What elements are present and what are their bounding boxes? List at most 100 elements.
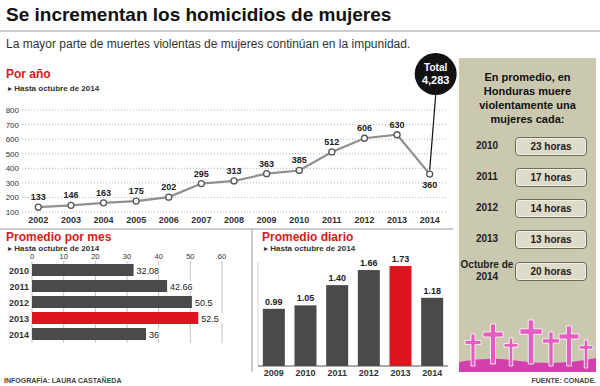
crosses-illustration [459,312,596,372]
data-label: 133 [31,192,46,202]
label-background [147,329,161,339]
data-label: 50.5 [195,298,213,308]
y-tick-label: 2011 [9,282,29,292]
x-tick-label: 20 [91,252,99,261]
x-tick-label: 2013 [387,215,407,225]
data-point [68,202,74,208]
cross [579,340,593,368]
chart-subtitle: ▸ Hasta octubre de 2014 [264,244,356,253]
data-label: 1.40 [328,273,346,283]
data-label: 163 [96,188,111,198]
data-point [231,178,237,184]
grid-line [22,212,446,213]
y-tick-label: 300 [6,179,20,188]
x-tick-label: 2004 [94,215,114,225]
x-tick-label: 2011 [327,368,347,378]
y-tick-label: 100 [6,208,20,217]
x-tick-label: 30 [123,252,131,261]
cross [520,320,542,364]
label-background [193,297,218,307]
data-label: 295 [194,169,209,179]
bar-plot [32,264,198,340]
data-label: 360 [422,180,437,190]
data-label: 32.08 [137,266,160,276]
data-label: 630 [390,120,405,130]
data-point [361,135,367,141]
panel-row: 201313 horas [459,228,596,250]
data-point [394,132,400,138]
grid-line [22,110,446,111]
annotation-badge [415,53,457,95]
x-tick-label: 2008 [224,215,244,225]
cross [483,324,503,364]
y-tick-label: 2012 [9,298,29,308]
data-label: 202 [161,182,176,192]
x-tick-label: 2003 [61,215,81,225]
ground [459,358,596,372]
data-point [133,198,139,204]
data-label: 42.66 [170,282,193,292]
panel-row: Octubre de 201420 horas [459,259,596,283]
x-tick-label: 2006 [159,215,179,225]
y-tick-label: 200 [6,193,20,202]
y-axis-line [258,262,259,366]
side-panel: En promedio, en Honduras muere violentam… [459,58,596,372]
row-label: 2011 [459,171,515,183]
grid-line [222,261,223,343]
x-tick-label: 2014 [420,215,440,225]
title-rule [0,31,600,32]
data-label: 175 [129,186,144,196]
bar [295,305,317,366]
label-background [199,313,224,323]
data-label: 1.73 [392,254,410,264]
x-tick-label: 2007 [191,215,211,225]
y-tick-label: 400 [6,164,20,173]
cross [465,334,481,366]
row-value: 23 horas [515,137,587,156]
baseline [258,366,448,367]
data-label: 512 [324,137,339,147]
bar-plot [263,266,443,366]
row-label: Octubre de 2014 [459,259,515,283]
label-background [135,265,165,275]
page: {"header": {"title": "Se incrementan los… [0,0,600,386]
y-tick-label: 500 [6,150,20,159]
x-tick-label: 2010 [295,368,315,378]
x-tick-label: 10 [59,252,67,261]
x-tick-label: 2009 [257,215,277,225]
data-label: 313 [226,166,241,176]
row-label: 2012 [459,202,515,214]
x-tick-label: 40 [154,252,162,261]
panel-row: 201214 horas [459,197,596,219]
chart-title: Por año [6,67,51,81]
x-tick-label: 2002 [28,215,48,225]
row-value: 17 horas [515,168,587,187]
y-tick-label: 2010 [9,266,29,276]
data-point [101,200,107,206]
x-tick-label: 2013 [390,368,410,378]
annotation-text: 4,283 [422,74,450,86]
chart-title: Promedio por mes [6,230,112,244]
annotation-text: Total [424,62,447,73]
grid-line [22,124,446,125]
y-tick-label: 700 [6,121,20,130]
bar [32,328,146,340]
cross [559,326,579,366]
x-tick-label: 2005 [126,215,146,225]
x-tick-label: 2014 [422,368,442,378]
source: FUENTE: CONADE. [531,377,596,384]
x-tick-label: 2011 [322,215,342,225]
row-label: 2013 [459,233,515,245]
cross [543,332,560,366]
x-tick-label: 0 [30,252,34,261]
x-tick-label: 2012 [359,368,379,378]
data-label: 606 [357,123,372,133]
panel-rows: 201023 horas 201117 horas 201214 horas 2013… [459,135,596,283]
bar [32,264,134,276]
row-value: 20 horas [515,262,587,281]
data-point [329,149,335,155]
cross [504,338,518,366]
bar [390,266,412,366]
panel-row: 201117 horas [459,166,596,188]
row-label: 2010 [459,140,515,152]
